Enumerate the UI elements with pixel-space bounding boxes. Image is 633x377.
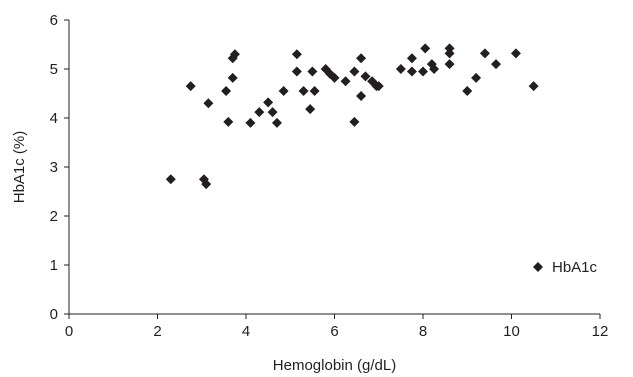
data-point — [298, 86, 309, 97]
x-tick-label: 4 — [242, 323, 250, 340]
data-point — [349, 116, 360, 127]
data-point — [307, 66, 318, 77]
data-point — [263, 97, 274, 108]
x-ticks: 0 2 4 6 8 10 12 — [65, 314, 609, 340]
data-point — [462, 86, 473, 97]
x-tick-label: 8 — [419, 323, 427, 340]
y-tick-label: 2 — [50, 208, 58, 225]
data-point — [245, 117, 256, 128]
y-tick-label: 1 — [50, 257, 58, 274]
data-point — [291, 66, 302, 77]
y-tick-label: 5 — [50, 61, 58, 78]
y-tick-label: 4 — [50, 110, 58, 127]
data-point — [395, 64, 406, 74]
data-point — [203, 98, 214, 109]
y-ticks: 0 1 2 3 4 5 6 — [50, 12, 69, 323]
x-tick-label: 12 — [592, 323, 609, 340]
x-axis-title: Hemoglobin (g/dL) — [273, 357, 396, 374]
data-point — [227, 72, 238, 83]
x-tick-label: 2 — [153, 323, 161, 340]
legend-label: HbA1c — [552, 259, 598, 276]
data-point — [340, 76, 351, 87]
y-tick-label: 6 — [50, 12, 58, 29]
legend: HbA1c — [533, 259, 598, 276]
x-tick-label: 6 — [330, 323, 338, 340]
data-point — [221, 86, 232, 97]
legend-marker — [533, 262, 543, 272]
data-point — [356, 90, 367, 101]
data-point — [444, 59, 455, 70]
data-point — [491, 59, 502, 70]
y-axis-title: HbA1c (%) — [11, 131, 28, 204]
data-point — [528, 81, 539, 92]
data-point — [329, 72, 340, 83]
data-point — [479, 48, 490, 59]
data-point — [429, 64, 440, 74]
data-point — [201, 179, 212, 190]
data-point — [420, 43, 431, 54]
data-point — [356, 53, 367, 64]
x-tick-label: 0 — [65, 323, 73, 340]
data-point — [510, 48, 521, 59]
data-point — [229, 49, 240, 60]
data-point — [267, 107, 278, 118]
data-point — [271, 117, 282, 128]
x-tick-label: 10 — [503, 323, 520, 340]
y-tick-label: 3 — [50, 159, 58, 176]
data-point — [278, 86, 289, 97]
data-point — [165, 174, 176, 185]
data-point — [360, 71, 371, 82]
data-point — [406, 66, 417, 77]
data-point — [309, 86, 320, 97]
data-point — [185, 81, 196, 92]
data-point — [444, 48, 455, 59]
data-points — [165, 43, 539, 190]
data-point — [418, 66, 428, 77]
data-point — [406, 53, 417, 64]
data-point — [305, 104, 316, 115]
data-point — [254, 107, 265, 118]
y-tick-label: 0 — [50, 306, 58, 323]
data-point — [349, 66, 360, 77]
data-point — [373, 81, 384, 92]
data-point — [291, 49, 302, 60]
data-point — [223, 116, 234, 127]
data-point — [471, 72, 482, 83]
